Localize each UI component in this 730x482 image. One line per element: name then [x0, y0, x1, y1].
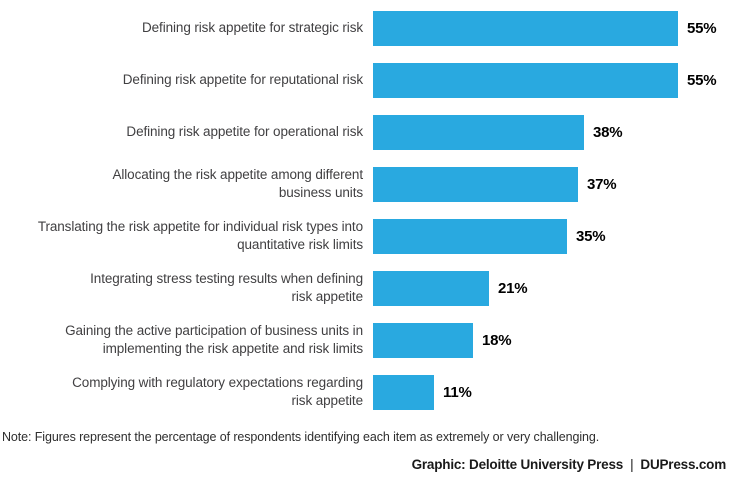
bar-chart: Defining risk appetite for strategic ris… — [0, 2, 730, 418]
bar — [373, 374, 434, 410]
category-label: Complying with regulatory expectations r… — [72, 375, 363, 408]
bar-row: Defining risk appetite for strategic ris… — [0, 2, 730, 54]
category-label: Defining risk appetite for operational r… — [126, 124, 363, 140]
bar — [373, 218, 567, 254]
bar-row: Integrating stress testing results when … — [0, 262, 730, 314]
category-label: Translating the risk appetite for indivi… — [37, 219, 363, 252]
value-label: 55% — [687, 71, 717, 89]
value-label: 35% — [576, 227, 606, 245]
footer-graphic-credit: Graphic: Deloitte University Press — [411, 457, 624, 472]
value-label: 18% — [482, 331, 512, 349]
value-label: 37% — [587, 175, 617, 193]
value-label: 55% — [687, 19, 717, 37]
bar-row: Complying with regulatory expectations r… — [0, 366, 730, 418]
category-label: Allocating the risk appetite among diffe… — [112, 167, 363, 200]
value-label: 11% — [443, 383, 472, 401]
bar-row: Gaining the active participation of busi… — [0, 314, 730, 366]
footer-credit-line: Graphic: Deloitte University Press | DUPre… — [411, 457, 727, 472]
bar-row: Defining risk appetite for operational r… — [0, 106, 730, 158]
chart-note: Note: Figures represent the percentage o… — [2, 430, 600, 444]
bar-row: Allocating the risk appetite among diffe… — [0, 158, 730, 210]
value-label: 38% — [593, 123, 623, 141]
footer-site-link[interactable]: DUPress.com — [640, 457, 726, 472]
bar — [373, 322, 473, 358]
category-label: Defining risk appetite for reputational … — [122, 72, 363, 88]
footer-separator: | — [630, 457, 634, 472]
category-label: Gaining the active participation of busi… — [65, 323, 363, 356]
category-label: Integrating stress testing results when … — [90, 271, 363, 304]
category-label: Defining risk appetite for strategic ris… — [142, 20, 363, 36]
bar — [373, 10, 678, 46]
bar-row: Translating the risk appetite for indivi… — [0, 210, 730, 262]
bar — [373, 62, 678, 98]
bar — [373, 166, 578, 202]
bar — [373, 114, 584, 150]
bar — [373, 270, 489, 306]
bar-row: Defining risk appetite for reputational … — [0, 54, 730, 106]
value-label: 21% — [498, 279, 528, 297]
